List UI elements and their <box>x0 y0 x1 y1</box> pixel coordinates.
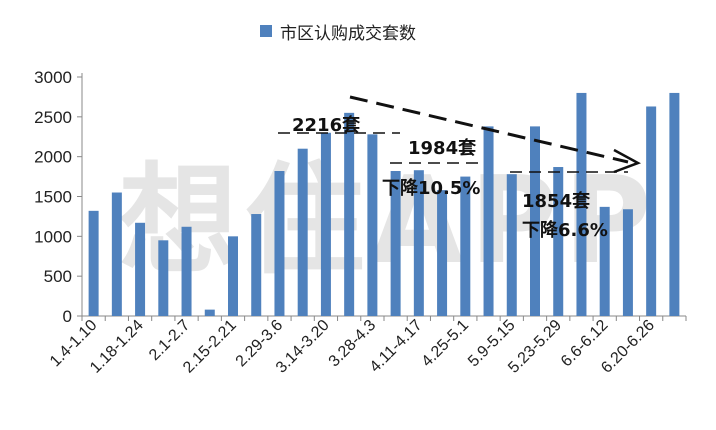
annotation-label: 2216套 <box>292 114 360 136</box>
bar <box>158 240 169 316</box>
annotation-label: 1984套 <box>408 137 476 159</box>
bar <box>320 132 331 316</box>
bars <box>88 92 680 316</box>
bar <box>135 222 146 316</box>
y-tick-label: 1500 <box>34 188 72 207</box>
trend-arrow-head <box>613 148 642 174</box>
bar <box>297 148 308 316</box>
bar <box>669 92 680 316</box>
bar <box>367 134 378 316</box>
bar <box>530 126 540 316</box>
legend: 市区认购成交套数 <box>260 20 416 44</box>
y-tick-label: 1000 <box>34 227 72 246</box>
bar <box>413 170 424 316</box>
y-tick-label: 3000 <box>34 68 72 87</box>
annotation-label: 下降10.5% <box>382 177 480 199</box>
bar <box>181 226 192 316</box>
legend-swatch <box>260 25 272 37</box>
x-tick-label: 4.25-5.1 <box>419 317 473 371</box>
bar <box>506 174 517 316</box>
y-tick-label: 0 <box>63 307 72 326</box>
bar <box>344 112 355 316</box>
bar <box>251 214 262 316</box>
bar <box>228 236 238 316</box>
bar <box>460 176 471 316</box>
bar <box>622 209 633 316</box>
bar <box>88 210 99 316</box>
bar <box>111 192 122 316</box>
legend-label: 市区认购成交套数 <box>280 23 416 44</box>
trend-arrow-line <box>349 95 629 164</box>
bar <box>576 92 587 316</box>
annotation-label: 下降6.6% <box>522 219 608 241</box>
bar <box>599 206 610 316</box>
bar <box>646 106 657 316</box>
bar <box>483 126 494 316</box>
y-tick-label: 2500 <box>34 108 72 127</box>
bar <box>204 309 215 316</box>
annotation-label: 1854套 <box>522 190 590 212</box>
bar <box>437 190 448 316</box>
bar <box>553 167 564 316</box>
bar <box>274 171 285 316</box>
bar <box>390 171 401 316</box>
y-tick-label: 2000 <box>34 148 72 167</box>
y-tick-label: 500 <box>44 267 72 286</box>
